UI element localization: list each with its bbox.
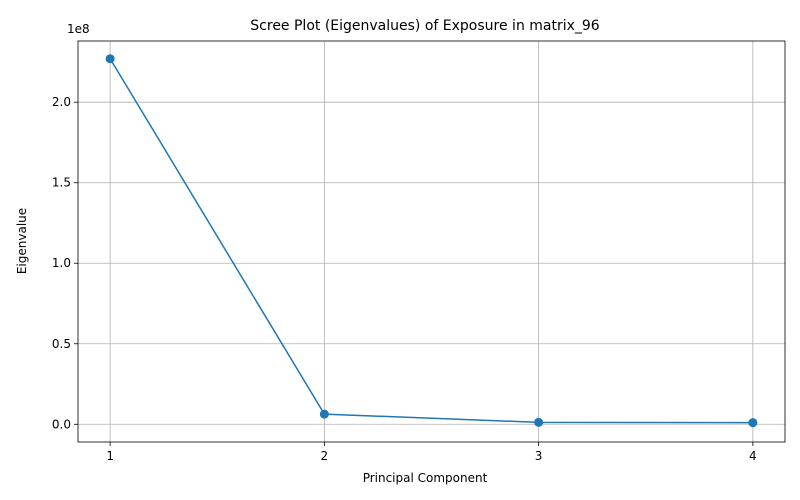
data-point: [534, 417, 544, 427]
y-tick-label: 0.0: [52, 417, 71, 431]
y-axis-label: Eigenvalue: [15, 208, 29, 274]
y-tick-label: 0.5: [52, 337, 71, 351]
grid-lines: [78, 41, 785, 442]
data-point: [319, 409, 329, 419]
y-tick-label: 2.0: [52, 95, 71, 109]
series-line: [109, 58, 753, 424]
chart-title: Scree Plot (Eigenvalues) of Exposure in …: [250, 18, 600, 34]
x-axis-ticks: 1 2 3 4: [106, 442, 757, 463]
y-tick-label: 1.5: [52, 176, 71, 190]
data-point: [105, 54, 115, 64]
x-tick-label: 4: [749, 449, 757, 463]
x-tick-label: 2: [321, 449, 329, 463]
y-axis-ticks: 0.0 0.5 1.0 1.5 2.0: [52, 95, 78, 431]
x-axis-label: Principal Component: [363, 471, 488, 485]
series-layer: [105, 54, 758, 428]
y-offset-text: 1e8: [67, 22, 90, 36]
plot-frame: [77, 40, 786, 443]
data-point: [748, 418, 758, 428]
x-tick-label: 1: [106, 449, 114, 463]
x-tick-label: 3: [535, 449, 543, 463]
y-tick-label: 1.0: [52, 256, 71, 270]
axes-frame: [77, 40, 786, 443]
